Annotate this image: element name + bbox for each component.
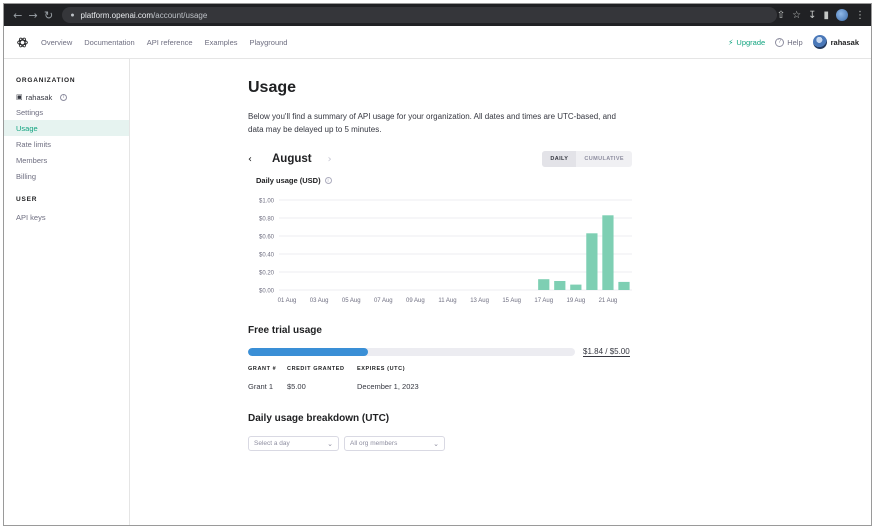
openai-logo-icon[interactable] <box>16 36 29 49</box>
sidebar-item-billing[interactable]: Billing <box>16 171 37 181</box>
toggle-cumulative[interactable]: CUMULATIVE <box>584 156 624 162</box>
username: rahasak <box>830 37 859 47</box>
chart-xtick-label: 09 Aug <box>406 298 425 304</box>
info-icon[interactable]: i <box>324 177 332 184</box>
reload-icon[interactable]: ↻ <box>43 8 54 22</box>
free-trial-value: $1.84 / $5.00 <box>583 347 630 357</box>
nav-documentation[interactable]: Documentation <box>84 37 135 47</box>
nav-examples[interactable]: Examples <box>204 37 238 47</box>
members-select[interactable]: All org members ⌄ <box>344 436 445 451</box>
nav-overview[interactable]: Overview <box>41 37 73 47</box>
chart-xtick-label: 21 Aug <box>599 298 618 304</box>
chart-xtick-label: 19 Aug <box>566 298 585 304</box>
breakdown-title: Daily usage breakdown (UTC) <box>248 413 390 424</box>
sidebar-item-api-keys[interactable]: API keys <box>16 212 46 222</box>
help-button[interactable]: ? Help <box>775 37 803 47</box>
chart-bar[interactable] <box>570 284 582 290</box>
chart-xtick-label: 11 Aug <box>438 298 456 304</box>
lock-icon: ● <box>70 11 75 19</box>
menu-icon[interactable]: ⋮ <box>855 9 865 21</box>
chart-xtick-label: 15 Aug <box>502 298 521 304</box>
month-label: August <box>272 153 312 165</box>
chart-bar[interactable] <box>586 233 598 290</box>
usage-chart: $0.00 $0.20 $0.40 $0.60 $0.80 $1.00 01 Aug 03 A… <box>259 199 632 304</box>
chevron-left-icon[interactable]: ‹ <box>248 153 252 165</box>
chart-xtick-label: 13 Aug <box>470 298 489 304</box>
chart-xtick-label: 05 Aug <box>342 298 361 304</box>
chart-ytick-label: $1.00 <box>259 199 275 205</box>
chart-ytick-label: $0.40 <box>259 253 275 259</box>
chart-bar[interactable] <box>618 281 630 290</box>
day-select-placeholder: Select a day <box>254 440 290 447</box>
chart-xtick-label: 01 Aug <box>278 298 297 304</box>
info-icon[interactable]: i <box>60 93 68 101</box>
grant-header-number: GRANT # <box>248 366 277 372</box>
url-host: platform.openai.com <box>80 10 154 20</box>
chevron-right-icon[interactable]: › <box>327 153 332 165</box>
page-title: Usage <box>248 79 297 96</box>
profile-icon[interactable] <box>836 9 848 21</box>
chart-xtick-label: 07 Aug <box>374 298 393 304</box>
upgrade-label: Upgrade <box>736 37 766 47</box>
sidebar-item-settings[interactable]: Settings <box>16 107 44 117</box>
sidebar-icon[interactable]: ▮ <box>823 9 829 21</box>
url-path: /account/usage <box>153 10 208 20</box>
free-trial-progress-fill <box>248 348 369 356</box>
back-icon[interactable]: ← <box>13 8 23 22</box>
forward-icon[interactable]: → <box>28 8 38 22</box>
day-select[interactable]: Select a day ⌄ <box>248 436 339 451</box>
star-icon[interactable]: ☆ <box>792 9 802 21</box>
app-window: ← → ↻ ● platform.openai.com/account/usag… <box>3 3 872 526</box>
building-icon: ▣ <box>16 94 23 101</box>
grant-cell-credit: $5.00 <box>287 382 306 391</box>
user-menu[interactable]: rahasak <box>812 35 859 49</box>
user-heading: USER <box>16 196 38 203</box>
grant-header-expires: EXPIRES (UTC) <box>357 366 406 372</box>
avatar <box>812 35 827 49</box>
upgrade-button[interactable]: ⚡︎ Upgrade <box>728 38 765 47</box>
help-icon: ? <box>775 37 785 47</box>
grant-header-credit: CREDIT GRANTED <box>287 366 345 372</box>
share-icon[interactable]: ⇧ <box>776 9 786 21</box>
help-label: Help <box>787 37 803 47</box>
page-description: Below you'll find a summary of API usage… <box>248 112 616 134</box>
chart-bar[interactable] <box>554 281 566 290</box>
members-select-placeholder: All org members <box>350 440 398 447</box>
view-toggle: DAILY CUMULATIVE <box>542 151 632 167</box>
download-icon[interactable]: ↧ <box>808 9 817 21</box>
chart-title-text: Daily usage (USD) <box>256 176 321 185</box>
chevron-down-icon: ⌄ <box>327 439 333 448</box>
chart-ytick-label: $0.80 <box>259 217 275 223</box>
chart-ytick-label: $0.20 <box>259 271 275 277</box>
chart-bar[interactable] <box>538 279 550 290</box>
org-name: rahasak <box>25 92 53 102</box>
sidebar-item-rate-limits[interactable]: Rate limits <box>16 139 52 149</box>
chevron-down-icon: ⌄ <box>433 439 439 448</box>
free-trial-progress <box>248 348 575 356</box>
lightning-icon: ⚡︎ <box>728 37 734 47</box>
top-nav: Overview Documentation API reference Exa… <box>4 26 871 59</box>
org-switcher[interactable]: ▣ rahasak i <box>4 90 129 104</box>
grant-cell-number: Grant 1 <box>248 382 274 391</box>
chart-title: Daily usage (USD) i <box>256 176 332 185</box>
chart-bar[interactable] <box>602 215 614 290</box>
chart-ytick-label: $0.60 <box>259 235 275 241</box>
sidebar: ORGANIZATION ▣ rahasak i Settings Usage … <box>4 59 130 525</box>
nav-playground[interactable]: Playground <box>249 37 288 47</box>
chart-xtick-label: 03 Aug <box>310 298 329 304</box>
grant-cell-expires: December 1, 2023 <box>357 382 419 391</box>
sidebar-item-members[interactable]: Members <box>16 155 48 165</box>
month-navigator: ‹ August › DAILY CUMULATIVE <box>248 151 632 167</box>
org-heading: ORGANIZATION <box>16 77 76 84</box>
browser-toolbar: ← → ↻ ● platform.openai.com/account/usag… <box>4 4 871 26</box>
free-trial-title: Free trial usage <box>248 325 322 336</box>
chart-ytick-label: $0.00 <box>259 289 275 295</box>
toggle-daily[interactable]: DAILY <box>542 151 577 167</box>
nav-api-reference[interactable]: API reference <box>146 37 193 47</box>
address-bar[interactable]: ● platform.openai.com/account/usage <box>62 7 777 23</box>
chart-xtick-label: 17 Aug <box>534 298 553 304</box>
sidebar-item-usage[interactable]: Usage <box>4 120 129 136</box>
